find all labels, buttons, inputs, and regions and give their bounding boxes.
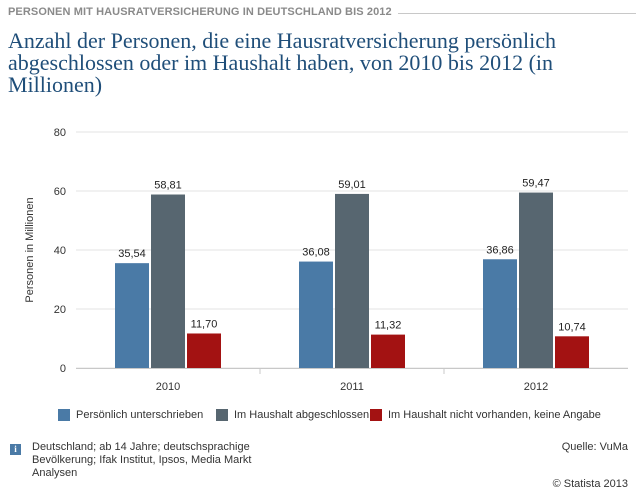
x-tick-label: 2010 <box>156 381 180 393</box>
bar <box>299 261 333 368</box>
data-label: 59,01 <box>338 179 366 191</box>
data-label: 36,08 <box>302 247 330 259</box>
bar <box>335 193 369 368</box>
y-tick-label: 0 <box>60 363 66 375</box>
bar <box>371 334 405 368</box>
bar <box>115 263 149 368</box>
header-bar: PERSONEN MIT HAUSRATVERSICHERUNG IN DEUT… <box>8 5 636 25</box>
bar <box>519 192 553 368</box>
info-icon[interactable]: i <box>10 444 21 455</box>
legend-swatch <box>370 409 382 421</box>
data-label: 11,70 <box>191 318 218 330</box>
header-label: PERSONEN MIT HAUSRATVERSICHERUNG IN DEUT… <box>8 6 398 18</box>
y-tick-label: 40 <box>54 245 66 257</box>
legend-swatch <box>216 409 228 421</box>
y-tick-label: 60 <box>54 186 66 198</box>
y-tick-label: 20 <box>54 304 66 316</box>
bar <box>151 194 185 368</box>
bar-chart: 0 20 40 60 80 Personen in Millionen 2010 35,54 5… <box>24 127 628 393</box>
bar <box>187 333 221 368</box>
bar <box>483 259 517 368</box>
legend-label: Persönlich unterschrieben <box>76 409 204 421</box>
data-label: 35,54 <box>118 248 146 260</box>
legend-item[interactable]: Im Haushalt nicht vorhanden, keine Angab… <box>370 409 601 421</box>
data-label: 11,32 <box>375 320 402 332</box>
legend-swatch <box>58 409 70 421</box>
chart-title: Anzahl der Personen, die eine Hausratver… <box>8 28 556 97</box>
data-label: 59,47 <box>522 178 550 190</box>
legend-label: Im Haushalt abgeschlossen <box>234 409 370 421</box>
y-axis-label: Personen in Millionen <box>24 197 36 302</box>
legend-item[interactable]: Persönlich unterschrieben <box>58 409 203 421</box>
x-tick-label: 2011 <box>340 381 364 393</box>
bar <box>555 336 589 368</box>
copyright: © Statista 2013 <box>552 478 628 490</box>
data-label: 10,74 <box>558 321 586 333</box>
y-tick-label: 80 <box>54 127 66 139</box>
data-label: 36,86 <box>486 244 514 256</box>
source-note: Deutschland; ab 14 Jahre; deutschsprachi… <box>32 441 252 479</box>
data-label: 58,81 <box>154 180 182 192</box>
legend-label: Im Haushalt nicht vorhanden, keine Angab… <box>388 409 601 421</box>
source-label: Quelle: VuMa <box>561 441 628 453</box>
legend-item[interactable]: Im Haushalt abgeschlossen <box>216 409 369 421</box>
x-tick-label: 2012 <box>524 381 548 393</box>
